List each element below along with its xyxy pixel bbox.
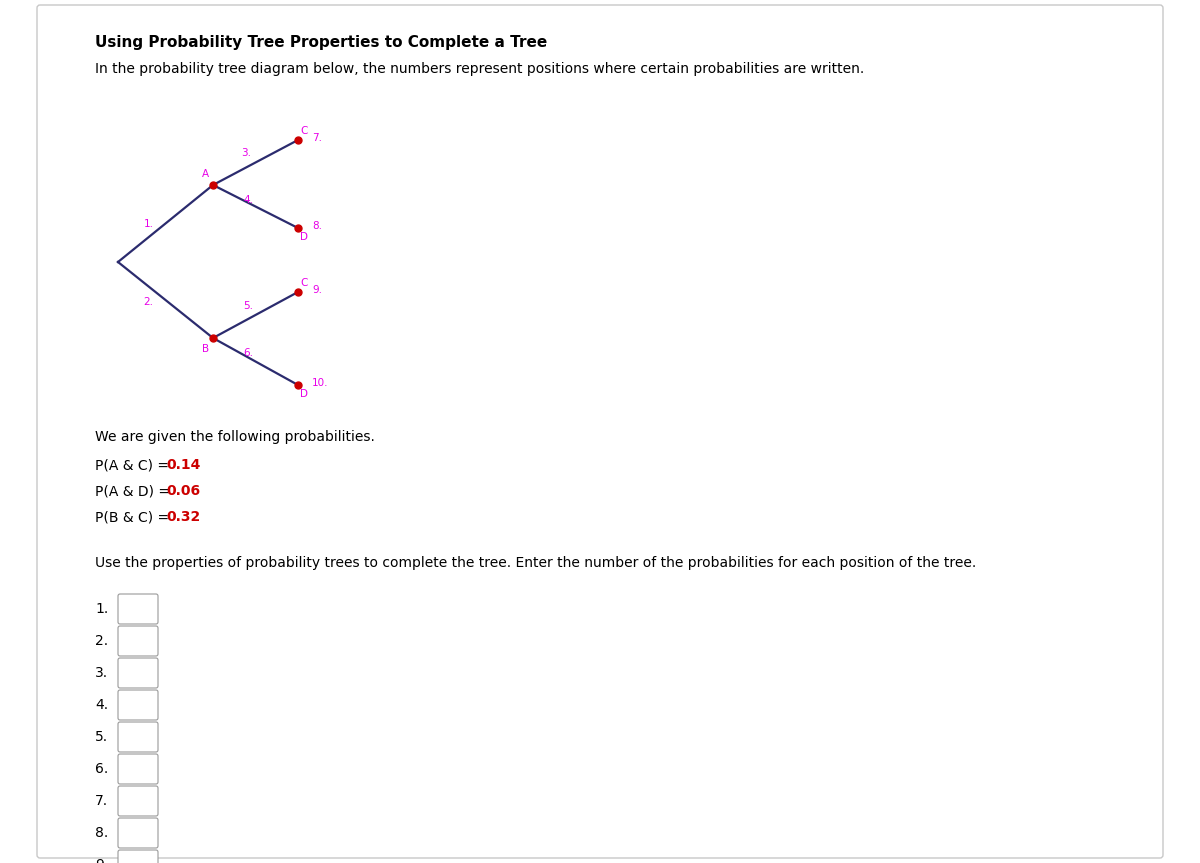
Text: 5.: 5.: [244, 301, 253, 311]
Text: 9.: 9.: [312, 285, 322, 295]
Text: 10.: 10.: [312, 378, 329, 388]
Text: B: B: [202, 344, 209, 354]
Text: 7.: 7.: [312, 133, 322, 143]
Text: Use the properties of probability trees to complete the tree. Enter the number o: Use the properties of probability trees …: [95, 556, 977, 570]
Text: 4.: 4.: [244, 194, 253, 205]
FancyBboxPatch shape: [118, 690, 158, 720]
Text: 1.: 1.: [95, 602, 108, 616]
Text: P(B & C) =: P(B & C) =: [95, 510, 174, 524]
Text: 0.14: 0.14: [167, 458, 200, 472]
FancyBboxPatch shape: [118, 850, 158, 863]
FancyBboxPatch shape: [37, 5, 1163, 858]
Text: C: C: [300, 126, 307, 136]
FancyBboxPatch shape: [118, 786, 158, 816]
Text: 6.: 6.: [95, 762, 108, 776]
Text: 0.32: 0.32: [167, 510, 200, 524]
Text: 2.: 2.: [95, 634, 108, 648]
FancyBboxPatch shape: [118, 722, 158, 752]
FancyBboxPatch shape: [118, 818, 158, 848]
Text: P(A & D) =: P(A & D) =: [95, 484, 174, 498]
Text: We are given the following probabilities.: We are given the following probabilities…: [95, 430, 374, 444]
FancyBboxPatch shape: [118, 754, 158, 784]
Text: Using Probability Tree Properties to Complete a Tree: Using Probability Tree Properties to Com…: [95, 35, 547, 50]
FancyBboxPatch shape: [118, 626, 158, 656]
Text: 9.: 9.: [95, 858, 108, 863]
Text: A: A: [202, 169, 209, 179]
Text: D: D: [300, 389, 308, 399]
Text: 8.: 8.: [95, 826, 108, 840]
Text: D: D: [300, 232, 308, 242]
Text: P(A & C) =: P(A & C) =: [95, 458, 173, 472]
Text: 3.: 3.: [241, 148, 252, 159]
FancyBboxPatch shape: [118, 594, 158, 624]
Text: 3.: 3.: [95, 666, 108, 680]
Text: 7.: 7.: [95, 794, 108, 808]
Text: 2.: 2.: [144, 297, 154, 307]
Text: 8.: 8.: [312, 221, 322, 231]
Text: 1.: 1.: [144, 218, 154, 229]
Text: 6.: 6.: [244, 348, 253, 357]
FancyBboxPatch shape: [118, 658, 158, 688]
Text: C: C: [300, 278, 307, 288]
Text: 4.: 4.: [95, 698, 108, 712]
Text: 5.: 5.: [95, 730, 108, 744]
Text: 0.06: 0.06: [167, 484, 200, 498]
Text: In the probability tree diagram below, the numbers represent positions where cer: In the probability tree diagram below, t…: [95, 62, 864, 76]
